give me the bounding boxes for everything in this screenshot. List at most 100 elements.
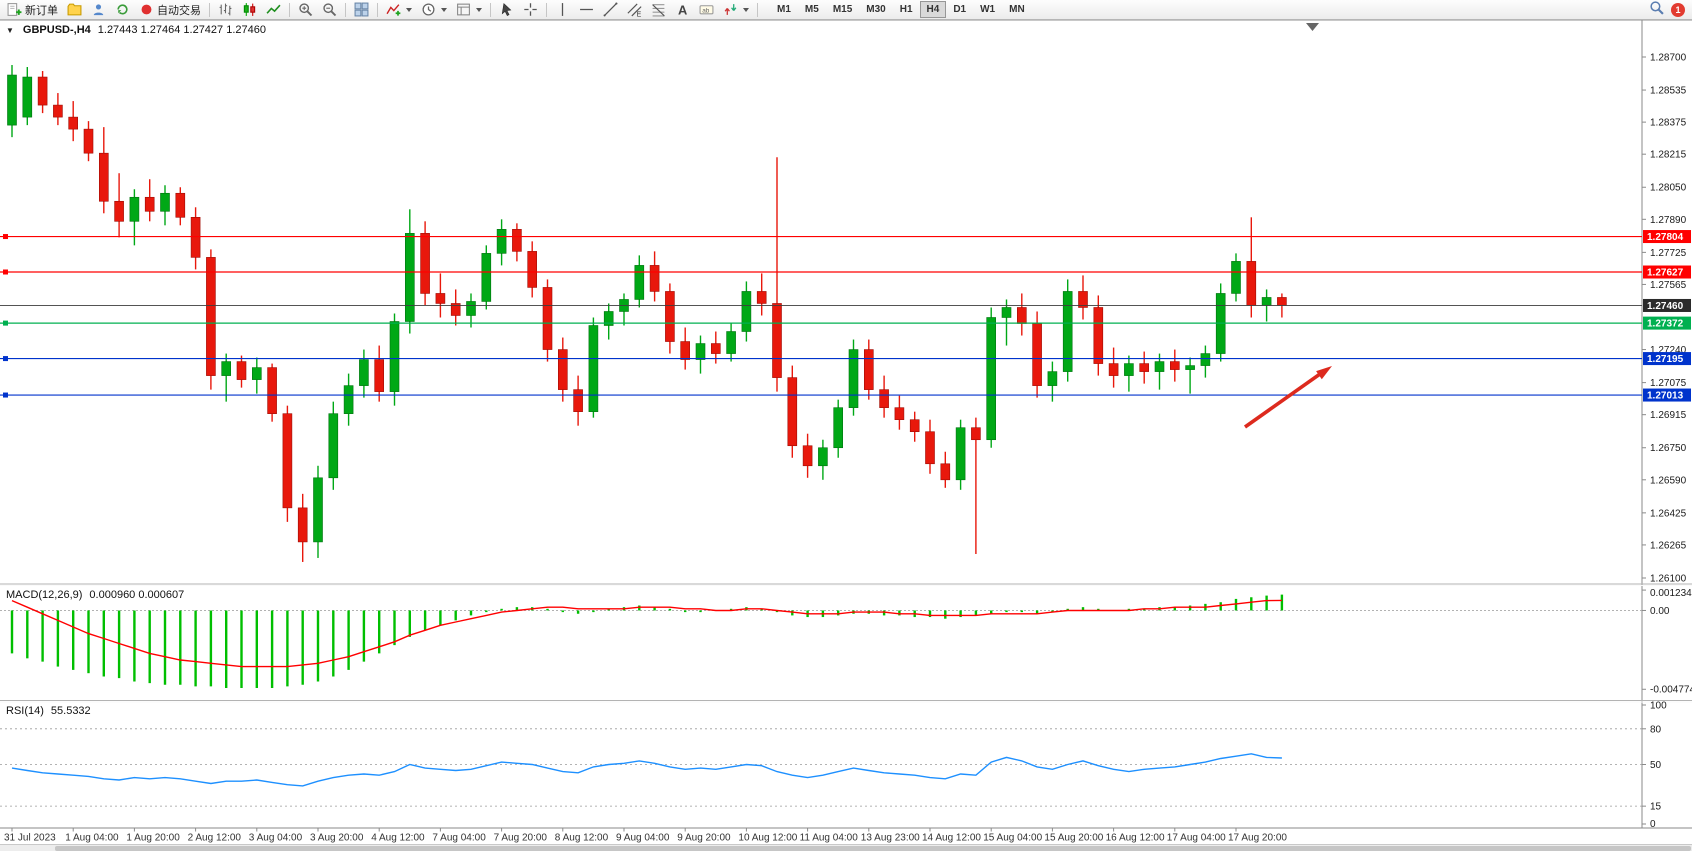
svg-text:0.001234: 0.001234 <box>1650 588 1692 599</box>
svg-text:8 Aug 12:00: 8 Aug 12:00 <box>555 833 609 844</box>
rsi-panel[interactable]: 100 80 50 15 0 <box>0 701 1667 831</box>
price-axis[interactable]: 1.28700 1.28535 1.28375 1.28215 1.28050 1.278… <box>1642 53 1687 585</box>
label-button[interactable]: ab <box>695 1 718 19</box>
svg-text:15: 15 <box>1650 802 1662 813</box>
timeframe-m1[interactable]: M1 <box>777 4 791 15</box>
chart-canvas[interactable]: 1.28700 1.28535 1.28375 1.28215 1.28050 1.278… <box>0 20 1692 844</box>
svg-text:1.27627: 1.27627 <box>1647 268 1684 279</box>
svg-text:16 Aug 12:00: 16 Aug 12:00 <box>1106 833 1165 844</box>
toolbar-right: 1 <box>1649 0 1685 20</box>
periods-button[interactable] <box>417 1 451 19</box>
crosshair-icon <box>523 2 538 17</box>
svg-text:3 Aug 20:00: 3 Aug 20:00 <box>310 833 364 844</box>
history-button[interactable] <box>111 1 134 19</box>
zoom-out-icon <box>322 2 337 17</box>
text-button[interactable]: A <box>671 1 694 19</box>
crosshair-button[interactable] <box>519 1 542 19</box>
zoom-in-icon <box>298 2 313 17</box>
svg-text:7 Aug 04:00: 7 Aug 04:00 <box>432 833 486 844</box>
timeframe-m5[interactable]: M5 <box>804 4 819 15</box>
price-hline[interactable]: 1.27627 <box>0 265 1691 279</box>
vertical-line-button[interactable] <box>551 1 574 19</box>
chevron-down-icon <box>743 7 749 12</box>
profile-button[interactable] <box>87 1 110 19</box>
indicators-icon <box>386 2 401 17</box>
fibonacci-button[interactable] <box>647 1 670 19</box>
tile-windows-icon <box>354 2 369 17</box>
scrollbar-thumb[interactable] <box>55 846 1691 851</box>
bar-chart-icon <box>218 2 233 17</box>
charts-folder-button[interactable] <box>63 1 86 19</box>
new-order-button[interactable]: 新订单 <box>3 1 62 19</box>
notification-badge[interactable]: 1 <box>1671 2 1685 17</box>
label-icon: ab <box>699 2 714 17</box>
search-icon[interactable] <box>1649 0 1664 20</box>
arrows-button[interactable] <box>719 1 753 19</box>
price-hline[interactable]: 1.27195 <box>0 352 1691 365</box>
svg-text:11 Aug 04:00: 11 Aug 04:00 <box>800 833 859 844</box>
history-icon <box>115 2 130 17</box>
bar-chart-button[interactable] <box>214 1 237 19</box>
zoom-in-button[interactable] <box>294 1 317 19</box>
timeframe-h4[interactable]: H4 <box>919 1 947 18</box>
candlesticks <box>7 65 1287 562</box>
time-axis[interactable]: 31 Jul 2023 1 Aug 04:00 1 Aug 20:00 2 Aug 1… <box>4 828 1287 844</box>
line-chart-button[interactable] <box>262 1 285 19</box>
svg-text:1.26100: 1.26100 <box>1650 573 1687 584</box>
channel-icon: E <box>627 2 642 17</box>
svg-text:14 Aug 12:00: 14 Aug 12:00 <box>922 833 981 844</box>
trendline-button[interactable] <box>599 1 622 19</box>
timeframe-h1[interactable]: H1 <box>899 4 913 15</box>
svg-text:1.28215: 1.28215 <box>1650 150 1687 161</box>
horizontal-line-button[interactable] <box>575 1 598 19</box>
cursor-button[interactable] <box>495 1 518 19</box>
svg-text:7 Aug 20:00: 7 Aug 20:00 <box>494 833 548 844</box>
trend-arrow-annotation[interactable] <box>1243 366 1332 429</box>
svg-text:E: E <box>637 11 642 17</box>
channel-button[interactable]: E <box>623 1 646 19</box>
svg-text:1.26265: 1.26265 <box>1650 540 1687 551</box>
templates-button[interactable] <box>452 1 486 19</box>
macd-signal-line <box>11 599 1282 668</box>
chart-shift-marker[interactable] <box>1306 23 1319 31</box>
timeframe-mn[interactable]: MN <box>1009 4 1025 15</box>
toolbar-separator <box>546 2 547 17</box>
svg-text:1.26590: 1.26590 <box>1650 475 1687 486</box>
price-hline[interactable]: 1.27804 <box>0 230 1691 243</box>
tile-windows-button[interactable] <box>350 1 373 19</box>
candlestick-chart-button[interactable] <box>238 1 261 19</box>
svg-text:1.26425: 1.26425 <box>1650 508 1687 519</box>
svg-text:9 Aug 20:00: 9 Aug 20:00 <box>677 833 731 844</box>
svg-text:A: A <box>678 2 687 17</box>
bid-price-line[interactable]: 1.27460 <box>0 298 1691 312</box>
toolbar-separator <box>345 2 346 17</box>
price-hline[interactable]: 1.27013 <box>0 388 1691 402</box>
svg-text:9 Aug 04:00: 9 Aug 04:00 <box>616 833 670 844</box>
timeframe-m30[interactable]: M30 <box>866 4 886 15</box>
svg-text:1.26915: 1.26915 <box>1650 410 1687 421</box>
timeframe-m15[interactable]: M15 <box>832 4 853 15</box>
svg-text:50: 50 <box>1650 760 1662 771</box>
svg-text:0: 0 <box>1650 819 1656 830</box>
svg-text:1.27195: 1.27195 <box>1647 354 1684 365</box>
macd-panel[interactable]: 0.001234 0.00 -0.004774 <box>0 588 1692 695</box>
timeframe-w1[interactable]: W1 <box>980 4 996 15</box>
horizontal-scrollbar[interactable] <box>0 844 1692 851</box>
indicators-button[interactable] <box>382 1 416 19</box>
timeframe-group: M1 M5 M15 M30 H1 H4 D1 W1 MN <box>770 1 1032 18</box>
zoom-out-button[interactable] <box>318 1 341 19</box>
svg-text:1.28535: 1.28535 <box>1650 86 1687 97</box>
one-click-trading-toggle[interactable]: ▼ <box>6 26 14 35</box>
svg-text:10 Aug 12:00: 10 Aug 12:00 <box>738 833 797 844</box>
autotrade-button[interactable]: 自动交易 <box>135 1 205 19</box>
periods-icon <box>421 2 436 17</box>
timeframe-d1[interactable]: D1 <box>953 4 967 15</box>
trendline-icon <box>603 2 618 17</box>
price-hline[interactable]: 1.27372 <box>0 316 1691 330</box>
vertical-line-icon <box>555 2 570 17</box>
svg-text:1 Aug 04:00: 1 Aug 04:00 <box>65 833 119 844</box>
templates-icon <box>456 2 471 17</box>
toolbar-separator <box>757 2 758 17</box>
svg-text:1.27075: 1.27075 <box>1650 378 1687 389</box>
svg-text:1.28050: 1.28050 <box>1650 183 1687 194</box>
